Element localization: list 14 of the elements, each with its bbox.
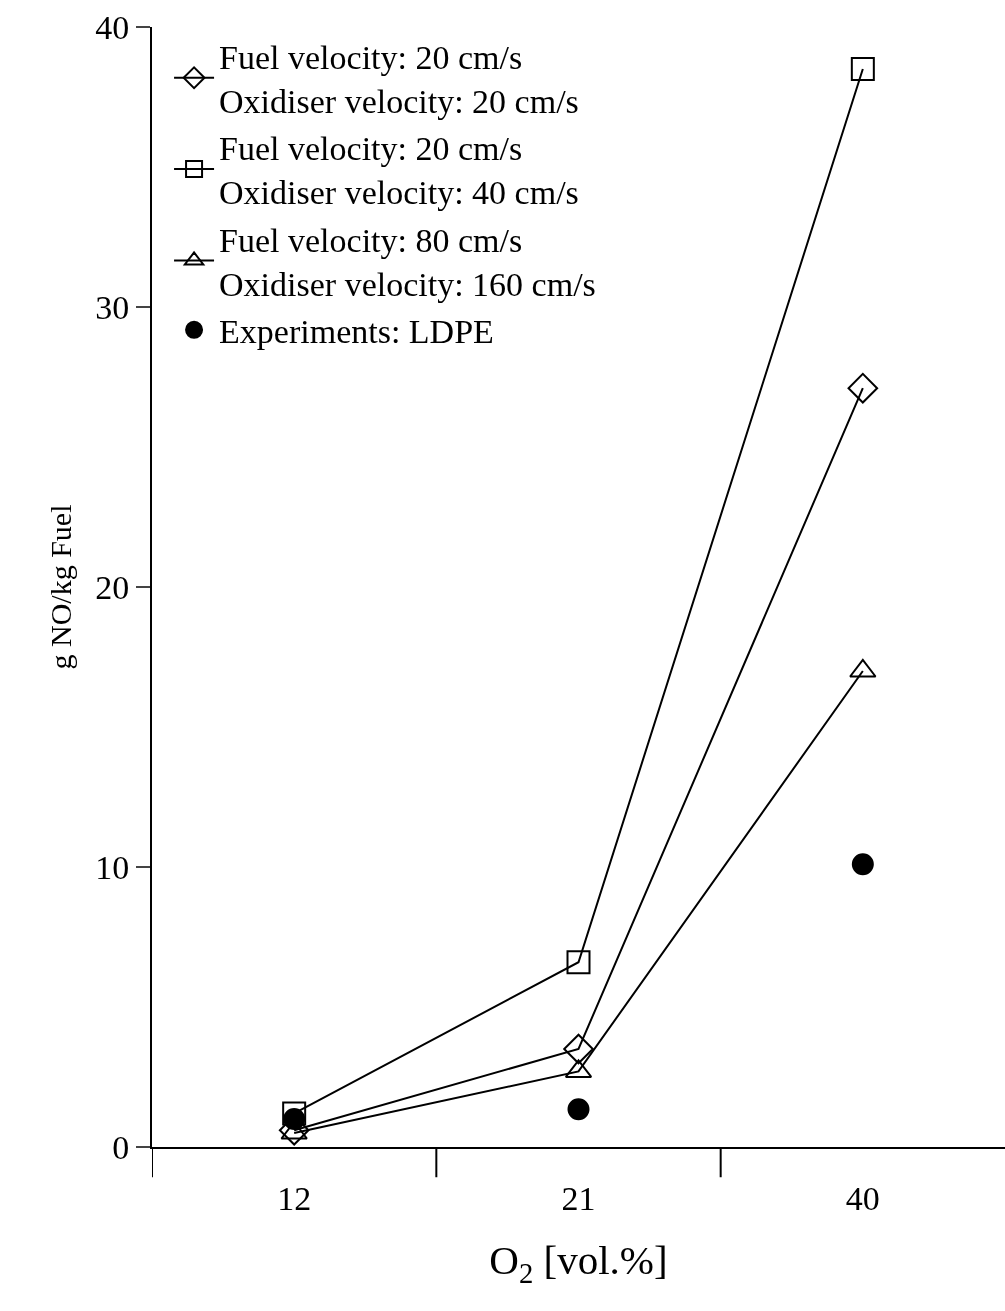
y-tick-label: 10 (95, 848, 130, 886)
y-tick-label: 20 (95, 568, 130, 606)
legend-label: Fuel velocity: 20 cm/s Oxidiser velocity: 20 cm/s (219, 38, 579, 121)
legend-label: Experiments: LDPE (219, 313, 494, 351)
x-tick-label: 21 (561, 1179, 596, 1217)
y-axis-title: g NO/kg Fuel (43, 504, 77, 670)
x-tick-label: 12 (277, 1179, 312, 1217)
x-axis-title: O$_{2}$ [vol.%] (489, 1237, 668, 1290)
legend-label: Fuel velocity: 80 cm/s Oxidiser velocity: 160 cm/s (219, 221, 596, 303)
y-tick-label: 0 (112, 1128, 130, 1166)
y-tick-label: 30 (95, 288, 130, 326)
legend-label: Fuel velocity: 20 cm/s Oxidiser velocity: 40 cm/s (219, 130, 579, 212)
y-tick-label: 40 (95, 8, 130, 46)
x-tick-label: 40 (845, 1179, 880, 1217)
